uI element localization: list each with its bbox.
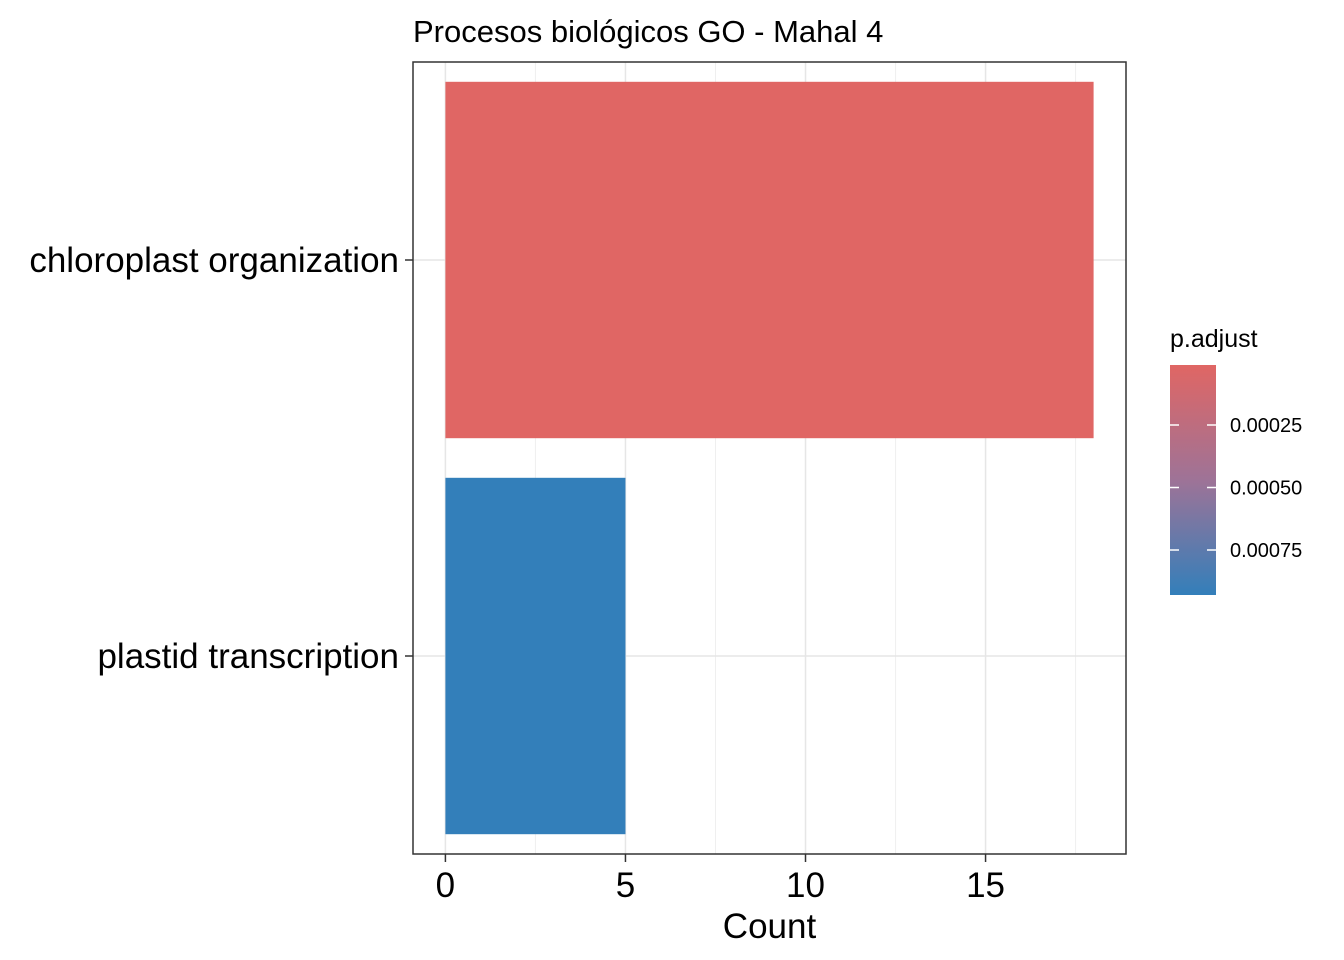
chart-title: Procesos biológicos GO - Mahal 4 bbox=[413, 14, 883, 49]
bar bbox=[445, 477, 626, 835]
x-tick-label: 0 bbox=[436, 866, 455, 905]
y-axis: chloroplast organization plastid transcri… bbox=[29, 241, 413, 676]
x-axis-label: Count bbox=[723, 907, 817, 946]
bars bbox=[445, 81, 1094, 835]
y-tick-label: plastid transcription bbox=[97, 637, 399, 676]
x-tick-label: 15 bbox=[966, 866, 1005, 905]
legend: p.adjust 0.00025 0.00050 0.00075 bbox=[1170, 325, 1302, 595]
legend-tick-label: 0.00050 bbox=[1230, 478, 1302, 500]
legend-tick-label: 0.00075 bbox=[1230, 540, 1302, 562]
legend-tick-label: 0.00025 bbox=[1230, 415, 1302, 437]
legend-colorbar bbox=[1170, 365, 1216, 595]
plot-border bbox=[412, 61, 1127, 855]
bar bbox=[445, 81, 1094, 439]
x-tick-label: 10 bbox=[786, 866, 825, 905]
x-axis: 0 5 10 15 bbox=[436, 854, 1005, 905]
y-tick-label: chloroplast organization bbox=[29, 241, 399, 280]
plot-area bbox=[412, 61, 1127, 855]
x-tick-label: 5 bbox=[616, 866, 635, 905]
legend-ticks: 0.00025 0.00050 0.00075 bbox=[1170, 415, 1302, 562]
legend-title: p.adjust bbox=[1170, 325, 1258, 353]
